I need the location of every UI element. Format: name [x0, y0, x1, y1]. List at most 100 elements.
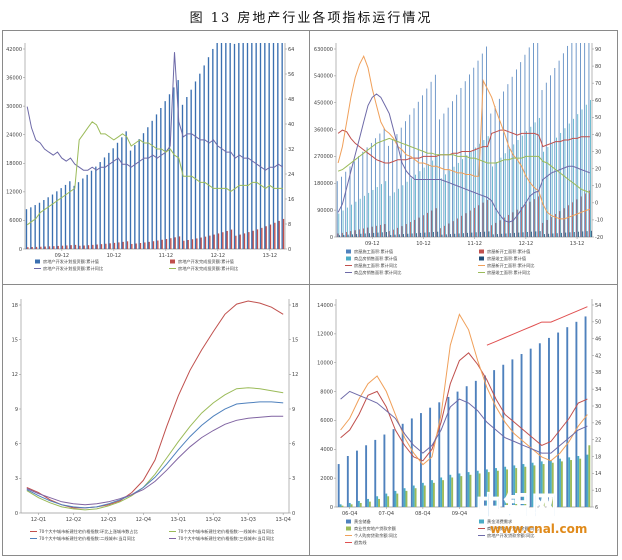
legend-swatch	[479, 519, 484, 524]
bar-bottom-right-s0	[584, 316, 587, 507]
legend-label: 70个大中城市新建住宅价格指数:环比上涨城市数占比	[39, 528, 138, 535]
left-tick-label: 18000	[6, 161, 22, 167]
left-tick-label: 6	[15, 441, 18, 447]
bar-bottom-right-s1	[568, 457, 571, 507]
bar-top-right-s2	[496, 162, 498, 237]
bar-bottom-right-s2	[451, 477, 454, 507]
bar-top-right-s2	[560, 132, 562, 237]
bar-top-right-s1	[388, 231, 390, 237]
bar-top-right-s3	[420, 232, 422, 237]
bar-top-right-s3	[539, 231, 541, 237]
bar-top-left-s0	[155, 114, 158, 249]
legend-label: 房地产开发完成投资额:累计值	[178, 258, 234, 265]
bar-bottom-right-s0	[337, 464, 340, 507]
chart-bottom-left: 0 3 6 9 12 15 18 0 3 6 9 12 15 18 12-Q1 12-Q2 12-Q3 12-Q4…	[12, 299, 298, 542]
bar-top-right-s1	[397, 227, 399, 237]
legend-label: 房屋新开工面积:累计值	[487, 248, 530, 255]
bar-top-right-s0	[481, 53, 483, 237]
bar-top-left-s0	[60, 188, 62, 249]
bar-top-left-s1	[209, 235, 211, 249]
bar-top-left-s0	[43, 200, 45, 249]
bar-bottom-right-s0	[493, 370, 496, 507]
legend-label: 个人购房贷款余额:同比	[354, 532, 397, 539]
bar-top-right-s3	[480, 232, 481, 237]
bar-top-left-s0	[199, 73, 201, 249]
bar-top-right-s0	[498, 98, 500, 238]
bar-bottom-right-s1	[348, 502, 351, 507]
bar-top-left-s1	[165, 239, 168, 249]
bar-top-left-s0	[229, 43, 231, 249]
bar-top-left-s0	[142, 133, 145, 249]
bar-bottom-right-s1	[522, 464, 525, 507]
bar-top-left-s1	[35, 246, 38, 249]
legend-label: 商品房销售面积:累计值	[354, 255, 397, 262]
left-tick-label: 15	[12, 337, 18, 343]
bar-bottom-right-s2	[387, 496, 390, 507]
right-tick-label: 48	[288, 97, 294, 103]
bar-top-right-s0	[362, 151, 364, 237]
right-tick-label: -10	[595, 218, 603, 224]
x-tick-label: 07-Q4	[379, 511, 394, 517]
bar-top-right-s1	[482, 202, 484, 237]
bar-top-right-s0	[413, 108, 415, 237]
bar-top-left-s1	[252, 230, 254, 249]
bar-top-right-s0	[396, 134, 398, 237]
bar-top-right-s3	[424, 232, 426, 237]
bar-top-left-s0	[151, 120, 153, 249]
bar-bottom-right-s1	[577, 456, 580, 507]
bar-top-right-s2	[504, 153, 506, 237]
chart-bottom-right: 0 2000 4000 6000 8000 10000 12000 14000 6 10 14 18 2…	[317, 299, 601, 546]
bar-top-right-s3	[509, 233, 511, 237]
bar-top-right-s2	[355, 201, 357, 237]
bar-top-right-s2	[564, 128, 566, 237]
bar-bottom-right-s1	[440, 477, 443, 507]
bar-top-right-s1	[337, 233, 339, 237]
bar-top-right-s0	[370, 142, 372, 237]
bar-bottom-right-s2	[478, 473, 481, 507]
bar-top-left-s1	[74, 244, 77, 249]
x-tick-label: 09-12	[365, 241, 380, 247]
bar-top-right-s3	[569, 232, 571, 237]
bar-bottom-right-s1	[513, 465, 516, 507]
bar-bottom-right-s1	[485, 469, 488, 507]
bar-bottom-right-s0	[557, 332, 560, 507]
right-tick-label: 24	[288, 172, 294, 178]
bar-top-right-s3	[403, 234, 405, 237]
x-tick-label: 13-Q1	[171, 517, 186, 523]
bar-top-right-s3	[347, 234, 349, 237]
bar-top-right-s0	[452, 101, 453, 237]
bar-top-right-s3	[514, 232, 515, 237]
legend-label: 70个大中城市新建住宅价格指数:三线城市:当月同比	[178, 535, 274, 542]
bar-bottom-right-s2	[542, 464, 545, 507]
bar-top-right-s1	[550, 217, 552, 237]
bar-bottom-right-s0	[410, 418, 413, 507]
bar-bottom-right-s1	[431, 480, 433, 507]
bar-top-right-s1	[405, 224, 407, 237]
bar-top-left-s0	[38, 202, 41, 249]
watermark-url: www.cnal.com	[490, 522, 588, 536]
bar-top-left-s1	[144, 242, 146, 249]
right-tick-label: 6	[292, 441, 295, 447]
bar-top-right-s0	[575, 43, 577, 237]
bar-top-right-s3	[411, 233, 413, 237]
bar-top-right-s2	[393, 192, 395, 237]
bar-top-left-s0	[177, 80, 179, 249]
bar-top-right-s3	[552, 233, 554, 237]
bar-top-right-s0	[503, 91, 505, 237]
legend-label: 商业性房地产贷款余额:同比	[487, 525, 539, 532]
bar-top-left-s0	[138, 139, 140, 249]
bar-top-left-s1	[278, 220, 280, 249]
bar-top-right-s2	[376, 187, 378, 237]
bar-top-right-s0	[584, 43, 586, 237]
bar-bottom-right-s2	[588, 445, 591, 507]
bar-top-right-s2	[585, 104, 587, 238]
bar-top-right-s3	[573, 232, 575, 237]
bar-top-right-s3	[343, 234, 345, 237]
bar-top-right-s1	[376, 225, 377, 237]
bar-top-right-s1	[533, 199, 535, 237]
bar-top-left-s1	[122, 241, 124, 249]
legend-label: 房地产开发贷款余额:同比	[487, 532, 534, 539]
bar-bottom-right-s1	[421, 482, 424, 507]
page-title: 图 13 房地产行业各项指标运行情况	[189, 11, 433, 26]
bar-top-left-s0	[220, 43, 223, 249]
